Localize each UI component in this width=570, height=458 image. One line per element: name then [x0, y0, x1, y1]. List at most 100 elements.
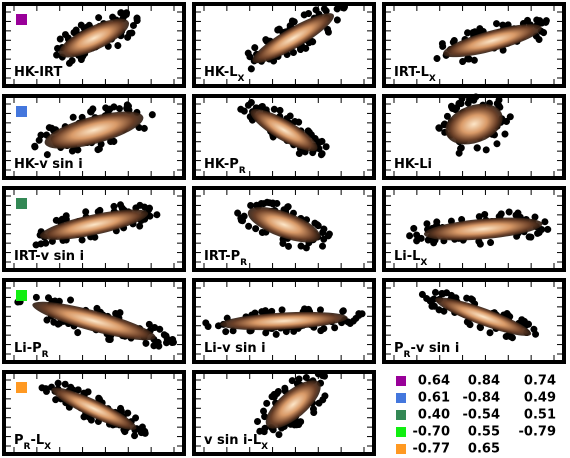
point-cloud [14, 293, 177, 350]
point [222, 328, 230, 336]
point [93, 304, 101, 312]
point [239, 217, 247, 225]
panel: Li-LX [382, 186, 566, 272]
point [304, 127, 312, 135]
point [246, 53, 254, 61]
point [495, 96, 503, 104]
point [117, 9, 125, 17]
point [96, 206, 104, 214]
table-cell: -0.79 [519, 425, 556, 440]
density [445, 103, 503, 145]
point-cloud [32, 201, 161, 249]
point [406, 232, 414, 240]
point [433, 218, 441, 226]
point [48, 124, 56, 132]
point [204, 322, 212, 330]
point [52, 216, 60, 224]
density [32, 301, 156, 341]
point [290, 327, 298, 335]
point [339, 307, 347, 315]
point [506, 113, 514, 121]
legend-swatch [396, 393, 406, 403]
density [247, 206, 321, 243]
point [114, 42, 122, 50]
table-cell: 0.40 [418, 408, 450, 423]
point [263, 399, 271, 407]
point [35, 136, 43, 144]
point [410, 224, 418, 232]
point [276, 106, 284, 114]
point [94, 146, 102, 154]
point [435, 124, 443, 132]
point [56, 35, 64, 43]
point [505, 208, 513, 216]
point [285, 242, 293, 250]
point [447, 291, 455, 299]
point [337, 2, 345, 10]
point [270, 105, 278, 113]
point-cloud [435, 93, 514, 157]
panel-label: HK-PR [204, 157, 246, 176]
panel-frame [192, 2, 376, 88]
point-cloud [418, 288, 540, 342]
point [438, 40, 446, 48]
marker [16, 106, 27, 117]
label-text: P [14, 433, 24, 448]
marker [16, 290, 27, 301]
point [109, 13, 117, 21]
point [423, 220, 431, 228]
point [302, 44, 310, 52]
point [495, 101, 503, 109]
point [438, 289, 446, 297]
panel-label: HK-v sin i [14, 157, 83, 172]
point [322, 7, 330, 15]
label-text: IRT-P [204, 249, 240, 264]
density [58, 18, 130, 58]
point [260, 407, 268, 415]
point-cloud [237, 99, 330, 159]
label-subscript: R [239, 166, 246, 176]
point [278, 306, 286, 314]
point [145, 320, 153, 328]
point [121, 428, 129, 436]
point [68, 147, 76, 155]
marker [16, 382, 27, 393]
label-text: Li-v sin i [204, 341, 266, 356]
point [32, 293, 40, 301]
panel-frame [382, 278, 566, 364]
point [302, 244, 310, 252]
point [525, 320, 533, 328]
table-cell: 0.64 [418, 374, 450, 389]
point [69, 113, 77, 121]
point [355, 311, 363, 319]
point [501, 130, 509, 138]
point [234, 209, 242, 217]
point [457, 100, 465, 108]
point-cloud [53, 9, 141, 67]
point [312, 6, 320, 14]
point [290, 18, 298, 26]
point [43, 151, 51, 159]
label-text: -v sin i [410, 341, 459, 356]
panel-label: Li-LX [394, 249, 427, 268]
point [110, 202, 118, 210]
point [492, 20, 500, 28]
point [502, 117, 510, 125]
point [430, 239, 438, 247]
point [131, 432, 139, 440]
panel-label: IRT-LX [394, 65, 436, 84]
panel-label: HK-IRT [14, 65, 62, 80]
panel: HK-Li [382, 93, 566, 180]
point [247, 201, 255, 209]
table-cell: 0.74 [524, 374, 556, 389]
panel: HK-v sin i [2, 94, 186, 180]
point [169, 335, 177, 343]
point [65, 59, 73, 67]
point [314, 222, 322, 230]
table-cell: 0.65 [468, 442, 500, 457]
point [464, 99, 472, 107]
point [262, 329, 270, 337]
label-subscript: R [24, 442, 31, 452]
label-subscript: R [240, 258, 247, 268]
point [54, 379, 62, 387]
